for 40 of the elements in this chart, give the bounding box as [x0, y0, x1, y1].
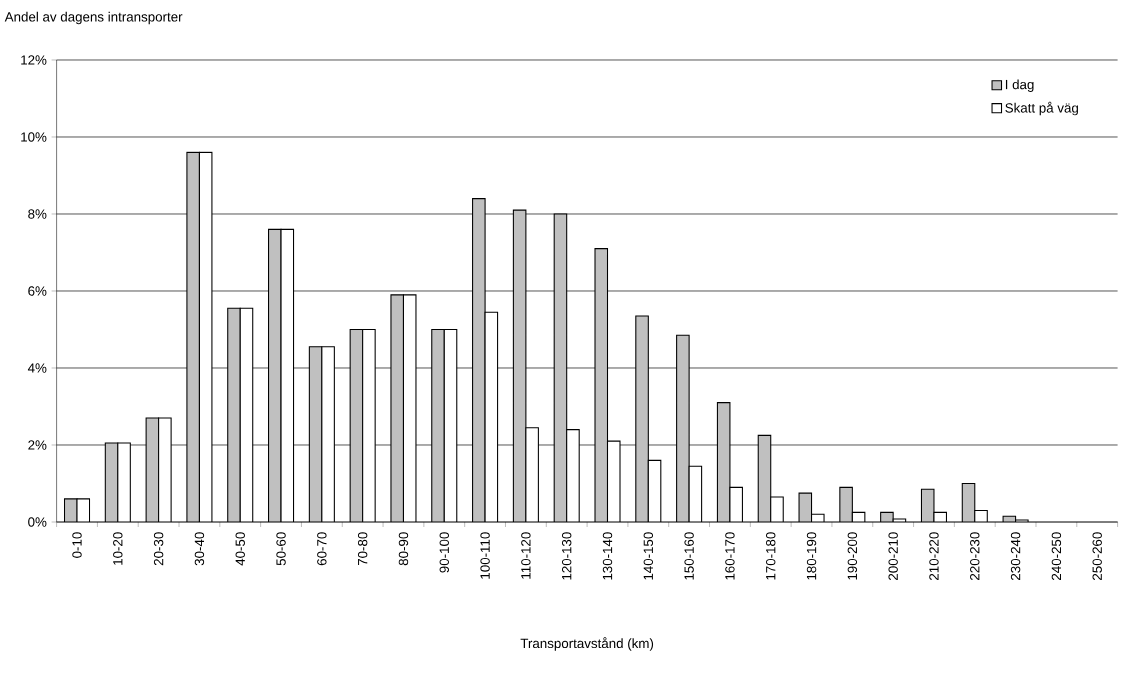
- x-tick-label: 60-70: [317, 532, 327, 566]
- x-tick-label: 200-210: [888, 532, 898, 580]
- x-tick-label: 140-150: [643, 532, 654, 580]
- x-tick-label: 80-90: [398, 532, 409, 566]
- x-tick-label: 230-240: [1010, 532, 1021, 580]
- x-tick-label: 100-110: [480, 532, 490, 579]
- x-axis-title: Transportavstånd (km): [520, 637, 654, 651]
- bar: [431, 328, 445, 522]
- x-tick-label: 0-10: [72, 532, 82, 558]
- legend-label: Skatt på väg: [1005, 101, 1078, 116]
- y-tick-label: 2%: [28, 440, 47, 450]
- x-tick-label: 20-30: [153, 532, 164, 566]
- x-tick-label: 110-120: [521, 532, 531, 579]
- x-tick-label: 10-20: [113, 532, 123, 565]
- x-tick-label: 70-80: [357, 532, 368, 566]
- y-tick-label: 4%: [27, 363, 47, 373]
- x-tick-label: 160-170: [725, 532, 735, 580]
- y-tick-label: 0%: [28, 517, 47, 527]
- x-tick-label: 180-190: [806, 532, 817, 580]
- x-tick-label: 220-230: [970, 532, 980, 580]
- bar: [227, 307, 241, 522]
- chart-title: Andel av dagens intransporter: [4, 11, 183, 25]
- x-tick-label: 210-220: [929, 532, 939, 580]
- x-tick-label: 40-50: [235, 532, 245, 566]
- y-tick-label: 10%: [21, 132, 47, 142]
- x-tick-label: 130-140: [602, 532, 613, 580]
- y-tick-label: 6%: [28, 286, 47, 296]
- x-tick-label: 50-60: [276, 532, 286, 566]
- x-tick-label: 120-130: [561, 532, 572, 580]
- y-tick-label: 8%: [28, 209, 47, 219]
- x-tick-label: 30-40: [194, 532, 205, 566]
- x-tick-label: 240-250: [1051, 532, 1062, 580]
- x-tick-label: 90-100: [439, 532, 449, 573]
- x-tick-label: 250-260: [1092, 532, 1102, 580]
- x-tick-label: 170-180: [766, 532, 776, 580]
- y-tick-label: 12%: [21, 55, 47, 65]
- x-tick-label: 150-160: [684, 532, 694, 580]
- legend-label: I dag: [1005, 79, 1034, 92]
- x-tick-label: 190-200: [847, 532, 858, 580]
- bar: [635, 315, 649, 522]
